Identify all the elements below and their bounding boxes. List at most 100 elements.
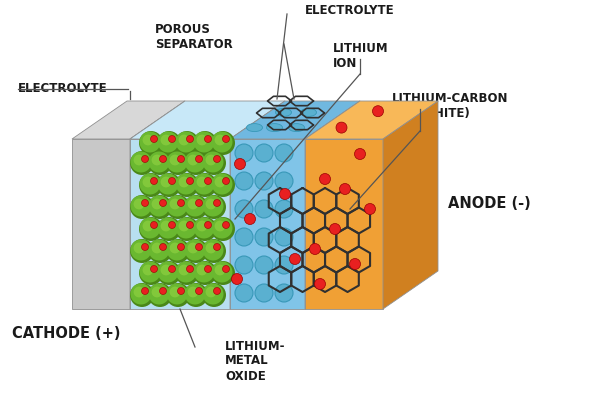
Circle shape bbox=[166, 195, 190, 219]
Circle shape bbox=[255, 228, 273, 246]
Text: ELECTROLYTE: ELECTROLYTE bbox=[18, 83, 108, 95]
Circle shape bbox=[184, 152, 205, 172]
Polygon shape bbox=[130, 139, 230, 309]
Circle shape bbox=[176, 132, 196, 152]
Circle shape bbox=[275, 256, 293, 274]
Circle shape bbox=[193, 131, 217, 155]
Circle shape bbox=[158, 174, 179, 194]
Circle shape bbox=[329, 223, 340, 235]
Circle shape bbox=[186, 265, 193, 273]
Circle shape bbox=[213, 243, 220, 251]
Circle shape bbox=[166, 151, 190, 175]
Circle shape bbox=[141, 200, 149, 207]
Polygon shape bbox=[230, 101, 285, 309]
Text: LITHIUM-
METAL
OXIDE: LITHIUM- METAL OXIDE bbox=[225, 340, 286, 383]
Polygon shape bbox=[230, 101, 360, 139]
Circle shape bbox=[204, 221, 211, 229]
Circle shape bbox=[186, 178, 193, 184]
Circle shape bbox=[157, 217, 181, 241]
Text: POROUS
SEPARATOR: POROUS SEPARATOR bbox=[155, 23, 233, 51]
Circle shape bbox=[130, 239, 154, 263]
Circle shape bbox=[193, 217, 217, 241]
Circle shape bbox=[176, 217, 196, 239]
Circle shape bbox=[355, 148, 365, 160]
Circle shape bbox=[130, 195, 154, 219]
Circle shape bbox=[205, 243, 216, 253]
Circle shape bbox=[158, 132, 179, 152]
Circle shape bbox=[168, 178, 176, 184]
Circle shape bbox=[193, 132, 214, 152]
Circle shape bbox=[213, 156, 220, 162]
Circle shape bbox=[139, 131, 163, 155]
Circle shape bbox=[211, 132, 232, 152]
Circle shape bbox=[148, 151, 172, 175]
Circle shape bbox=[193, 173, 217, 197]
Circle shape bbox=[184, 283, 208, 307]
Circle shape bbox=[202, 151, 226, 175]
Circle shape bbox=[193, 261, 217, 285]
Circle shape bbox=[193, 217, 214, 239]
Circle shape bbox=[140, 217, 161, 239]
Polygon shape bbox=[130, 101, 285, 139]
Circle shape bbox=[179, 265, 189, 275]
Circle shape bbox=[214, 177, 225, 188]
Circle shape bbox=[235, 228, 253, 246]
Circle shape bbox=[255, 172, 273, 190]
Circle shape bbox=[130, 283, 154, 307]
Ellipse shape bbox=[289, 124, 304, 132]
Circle shape bbox=[235, 144, 253, 162]
Ellipse shape bbox=[247, 124, 262, 132]
Circle shape bbox=[157, 261, 181, 285]
Circle shape bbox=[195, 156, 202, 162]
Circle shape bbox=[131, 284, 152, 304]
Circle shape bbox=[149, 284, 170, 304]
Circle shape bbox=[235, 172, 253, 190]
Circle shape bbox=[204, 178, 211, 184]
Circle shape bbox=[130, 151, 154, 175]
Circle shape bbox=[202, 283, 226, 307]
Circle shape bbox=[214, 221, 225, 231]
Circle shape bbox=[196, 221, 207, 231]
Circle shape bbox=[275, 144, 293, 162]
Text: CATHODE (+): CATHODE (+) bbox=[12, 326, 120, 342]
Circle shape bbox=[167, 152, 187, 172]
Circle shape bbox=[150, 178, 158, 184]
Circle shape bbox=[211, 217, 232, 239]
Circle shape bbox=[205, 199, 216, 209]
Circle shape bbox=[184, 151, 208, 175]
Circle shape bbox=[149, 196, 170, 217]
Circle shape bbox=[161, 134, 171, 145]
Circle shape bbox=[211, 217, 235, 241]
Circle shape bbox=[235, 284, 253, 302]
Polygon shape bbox=[305, 101, 438, 139]
Circle shape bbox=[140, 261, 161, 282]
Circle shape bbox=[314, 279, 325, 290]
Circle shape bbox=[193, 261, 214, 282]
Circle shape bbox=[211, 173, 235, 197]
Circle shape bbox=[134, 199, 144, 209]
Circle shape bbox=[177, 288, 184, 294]
Circle shape bbox=[202, 284, 223, 304]
Circle shape bbox=[244, 213, 256, 225]
Circle shape bbox=[166, 283, 190, 307]
Circle shape bbox=[184, 196, 205, 217]
Circle shape bbox=[168, 221, 176, 229]
Circle shape bbox=[275, 172, 293, 190]
Circle shape bbox=[170, 286, 180, 297]
Circle shape bbox=[175, 217, 199, 241]
Circle shape bbox=[131, 196, 152, 217]
Circle shape bbox=[319, 174, 331, 184]
Circle shape bbox=[255, 256, 273, 274]
Circle shape bbox=[170, 199, 180, 209]
Circle shape bbox=[167, 196, 187, 217]
Circle shape bbox=[141, 243, 149, 251]
Circle shape bbox=[211, 131, 235, 155]
Circle shape bbox=[275, 200, 293, 218]
Circle shape bbox=[211, 261, 232, 282]
Circle shape bbox=[310, 243, 320, 255]
Circle shape bbox=[211, 174, 232, 194]
Circle shape bbox=[159, 288, 167, 294]
Ellipse shape bbox=[301, 109, 316, 117]
Circle shape bbox=[152, 286, 162, 297]
Circle shape bbox=[196, 177, 207, 188]
